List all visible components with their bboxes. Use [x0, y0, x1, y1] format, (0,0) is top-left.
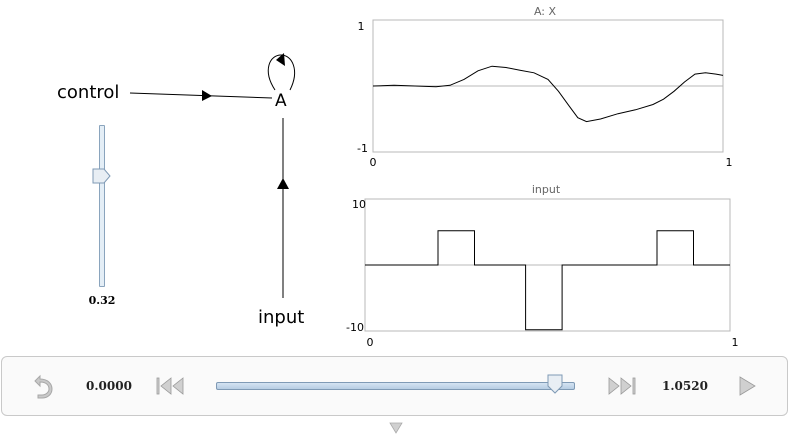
- y-min-tick: -1: [357, 142, 368, 155]
- simulation-toolbar: 0.0000 1.0520: [1, 356, 788, 416]
- network-diagram: A control input: [57, 53, 304, 328]
- timeline-track[interactable]: [216, 382, 575, 390]
- control-slider-thumb[interactable]: [92, 168, 112, 184]
- x-min-tick: 0: [370, 156, 377, 169]
- decoded-series-line: [372, 65, 724, 123]
- y-min-tick: -10: [346, 321, 364, 334]
- skip-to-start-icon[interactable]: [154, 376, 188, 396]
- plot-title: A: X: [534, 5, 557, 18]
- start-time: 0.0000: [86, 379, 132, 393]
- input-node[interactable]: input: [258, 307, 304, 328]
- control-slider-track[interactable]: [99, 125, 105, 287]
- connection-control-to-ensemble: [129, 90, 273, 101]
- skip-to-end-icon[interactable]: [604, 376, 638, 396]
- x-max-tick: 1: [732, 336, 739, 349]
- play-icon[interactable]: [736, 375, 758, 397]
- control-slider-value: 0.32: [88, 294, 116, 307]
- ensemble-a[interactable]: A: [275, 91, 287, 111]
- plot-input: input 10 -10 0 1: [346, 180, 739, 350]
- y-max-tick: 1: [358, 20, 365, 33]
- connection-input-to-ensemble: [277, 118, 289, 298]
- collapse-toolbar-icon[interactable]: [389, 422, 403, 434]
- recurrent-connection: [267, 53, 295, 91]
- control-node[interactable]: control: [57, 82, 119, 103]
- x-max-tick: 1: [726, 156, 733, 169]
- input-series-line: [365, 230, 730, 331]
- timeline-thumb[interactable]: [547, 374, 563, 394]
- y-max-tick: 10: [352, 198, 366, 211]
- x-min-tick: 0: [367, 336, 374, 349]
- undo-icon[interactable]: [26, 371, 56, 401]
- plot-decoded: A: X 1 -1 0 1: [357, 0, 733, 170]
- plot-title: input: [532, 183, 561, 196]
- end-time: 1.0520: [662, 379, 708, 393]
